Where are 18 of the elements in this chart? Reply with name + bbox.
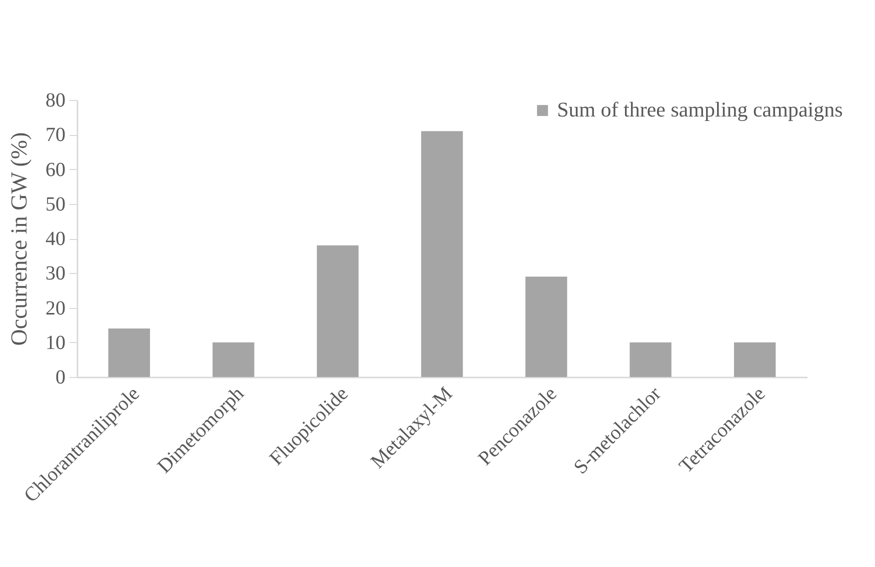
bar xyxy=(630,342,672,377)
y-tick-label: 10 xyxy=(46,332,66,354)
y-tick-label: 20 xyxy=(46,297,66,320)
y-tick-label: 50 xyxy=(46,193,66,216)
bar xyxy=(212,342,254,377)
bar xyxy=(316,245,359,377)
y-axis-title: Occurrence in GW (%) xyxy=(6,132,32,346)
y-tick-label: 0 xyxy=(56,366,66,388)
bar xyxy=(108,328,150,377)
legend-label: Sum of three sampling campaigns xyxy=(557,98,843,122)
y-tick-label: 40 xyxy=(46,228,66,250)
bar xyxy=(734,342,776,377)
y-tick-label: 80 xyxy=(46,90,66,112)
y-tick-label: 70 xyxy=(46,124,66,146)
y-tick-label: 60 xyxy=(46,158,66,181)
y-tick-label: 30 xyxy=(46,262,66,285)
bar xyxy=(421,131,463,377)
bar xyxy=(525,276,568,377)
